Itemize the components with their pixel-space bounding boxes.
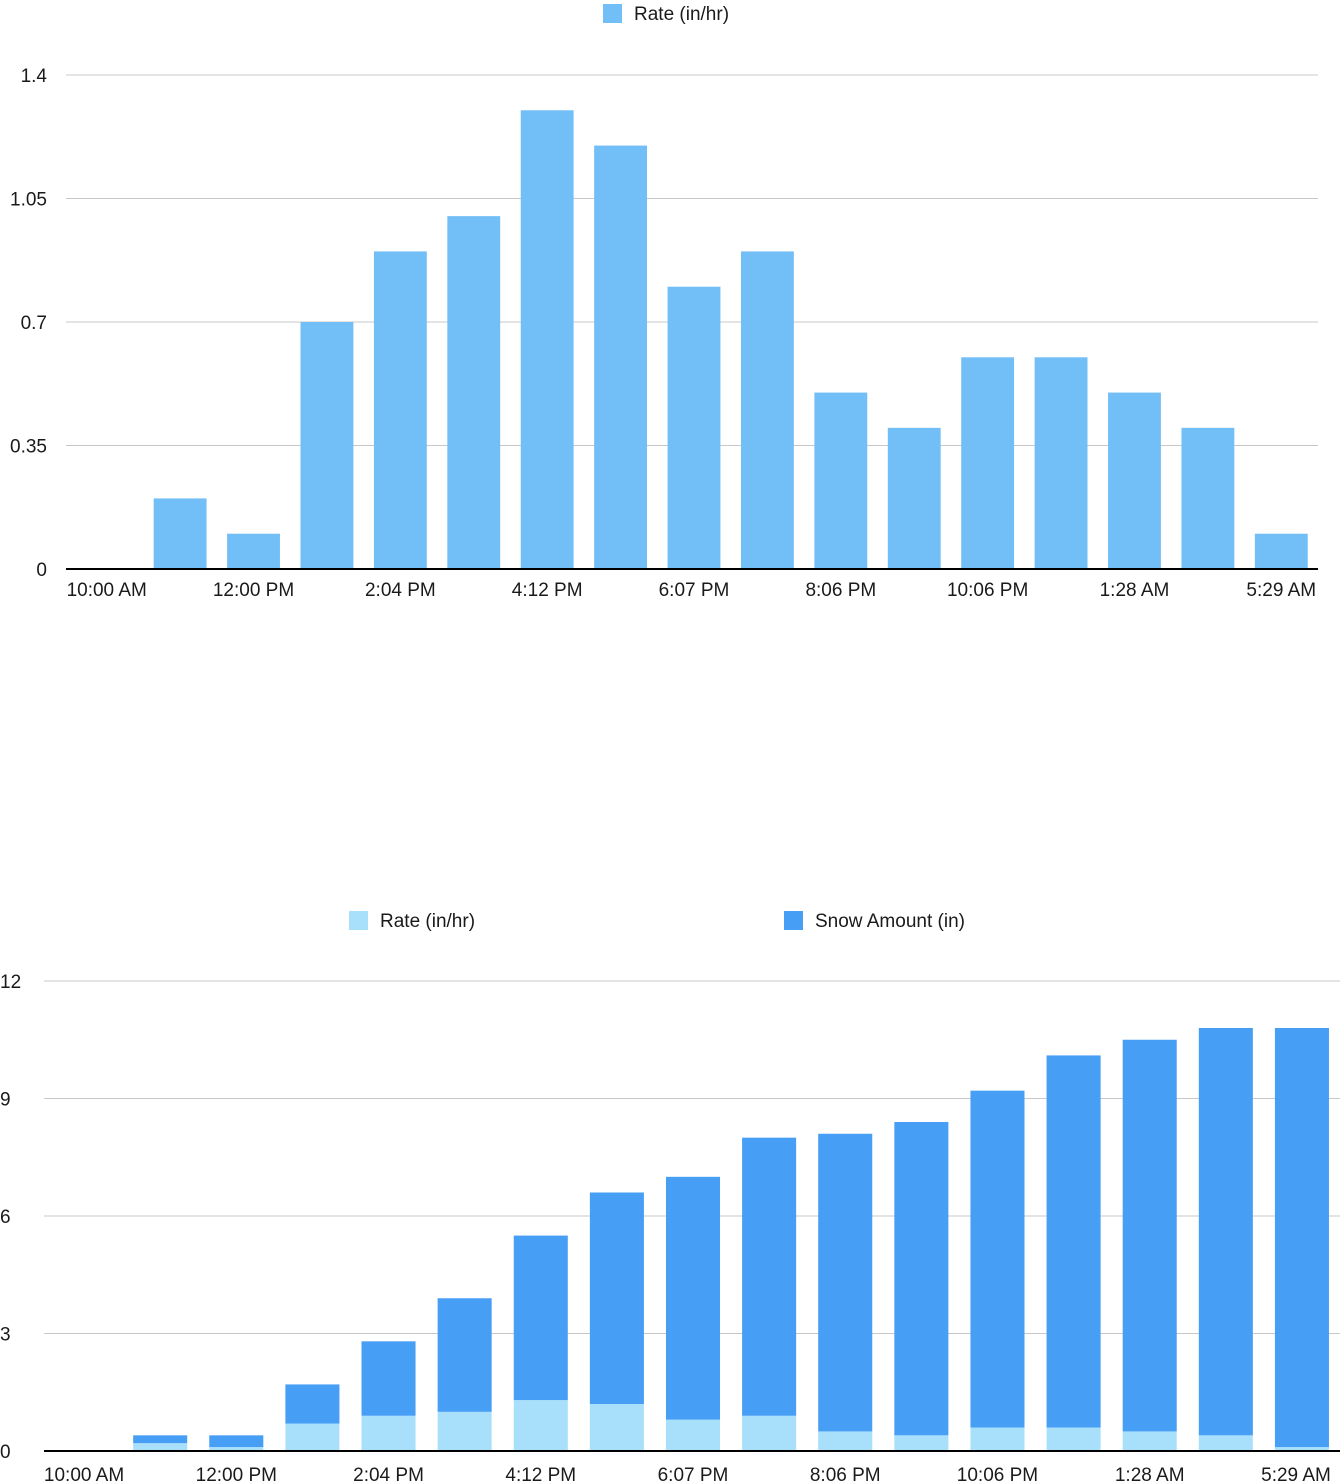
bar xyxy=(513,1400,568,1451)
x-tick-label: 1:28 AM xyxy=(1100,580,1170,601)
bar xyxy=(373,251,427,569)
legend-label: Rate (in/hr) xyxy=(634,4,729,25)
y-tick-label: 0 xyxy=(36,560,47,581)
bar xyxy=(742,1415,797,1451)
bar xyxy=(1046,1055,1101,1428)
x-tick-label: 8:06 PM xyxy=(805,580,876,601)
bar xyxy=(227,533,280,569)
bar xyxy=(887,427,941,569)
bar xyxy=(818,1133,873,1432)
x-tick-label: 6:07 PM xyxy=(658,1465,729,1484)
x-tick-label: 10:00 AM xyxy=(67,580,147,601)
y-tick-label: 0.35 xyxy=(10,437,47,458)
x-tick-label: 12:00 PM xyxy=(213,580,294,601)
legend-swatch xyxy=(784,911,803,930)
bar xyxy=(1034,357,1088,569)
y-tick-label: 12 xyxy=(0,972,21,993)
bar xyxy=(1046,1427,1101,1451)
bar xyxy=(361,1341,416,1416)
x-tick-label: 5:29 AM xyxy=(1261,1465,1331,1484)
bar xyxy=(894,1435,949,1451)
y-tick-label: 1.05 xyxy=(10,190,47,211)
bar xyxy=(818,1431,873,1451)
x-tick-label: 5:29 AM xyxy=(1246,580,1316,601)
bar xyxy=(1122,1431,1177,1451)
x-tick-label: 8:06 PM xyxy=(810,1465,881,1484)
bar xyxy=(285,1384,340,1424)
x-tick-label: 10:06 PM xyxy=(947,580,1028,601)
bar xyxy=(970,1427,1025,1451)
bar xyxy=(1108,392,1161,569)
bar xyxy=(589,1404,644,1451)
y-tick-label: 3 xyxy=(0,1325,11,1346)
bar xyxy=(361,1415,416,1451)
bar xyxy=(665,1419,721,1451)
bar xyxy=(742,1137,797,1416)
bar xyxy=(1274,1028,1329,1448)
bar xyxy=(300,322,354,569)
y-tick-label: 1.4 xyxy=(21,66,48,87)
bar xyxy=(1254,533,1308,569)
x-tick-label: 6:07 PM xyxy=(659,580,730,601)
x-tick-label: 2:04 PM xyxy=(365,580,436,601)
bar xyxy=(1198,1435,1253,1451)
legend-swatch xyxy=(349,911,368,930)
bar xyxy=(814,392,868,569)
bar xyxy=(437,1298,492,1412)
bar xyxy=(665,1176,721,1420)
bar xyxy=(520,110,574,570)
bar xyxy=(285,1423,340,1451)
bar xyxy=(133,1443,188,1451)
bar xyxy=(209,1435,264,1448)
bar xyxy=(589,1192,644,1404)
bar xyxy=(447,216,501,569)
bar xyxy=(437,1411,492,1451)
bar xyxy=(153,498,207,569)
bar xyxy=(1122,1039,1177,1432)
x-tick-label: 10:00 AM xyxy=(44,1465,124,1484)
rate-bar-chart: Rate (in/hr) 0 0.35 0.7 1.05 1.4 10:00 AM 12:00… xyxy=(10,4,1318,601)
bar xyxy=(894,1122,949,1436)
bar xyxy=(970,1090,1025,1428)
bar xyxy=(1181,427,1235,569)
bar xyxy=(1198,1028,1253,1436)
bar xyxy=(513,1235,568,1401)
x-tick-label: 1:28 AM xyxy=(1115,1465,1185,1484)
bar xyxy=(667,286,721,569)
bar xyxy=(209,1447,264,1451)
x-tick-label: 2:04 PM xyxy=(353,1465,424,1484)
y-tick-label: 0 xyxy=(0,1442,11,1463)
y-tick-label: 9 xyxy=(0,1090,11,1111)
bar xyxy=(133,1435,188,1444)
legend-label: Snow Amount (in) xyxy=(815,911,965,932)
x-tick-label: 10:06 PM xyxy=(957,1465,1038,1484)
bar xyxy=(594,145,648,570)
y-tick-label: 0.7 xyxy=(21,313,47,334)
bar xyxy=(1274,1447,1329,1451)
stacked-snow-bar-chart: Rate (in/hr) Snow Amount (in) 0 3 6 9 12 10:00 … xyxy=(0,911,1340,1484)
legend-label: Rate (in/hr) xyxy=(380,911,475,932)
x-tick-label: 12:00 PM xyxy=(196,1465,277,1484)
bar xyxy=(740,251,794,569)
x-tick-label: 4:12 PM xyxy=(505,1465,576,1484)
bar xyxy=(961,357,1015,569)
x-tick-label: 4:12 PM xyxy=(512,580,583,601)
legend-swatch xyxy=(603,4,622,23)
y-tick-label: 6 xyxy=(0,1207,11,1228)
